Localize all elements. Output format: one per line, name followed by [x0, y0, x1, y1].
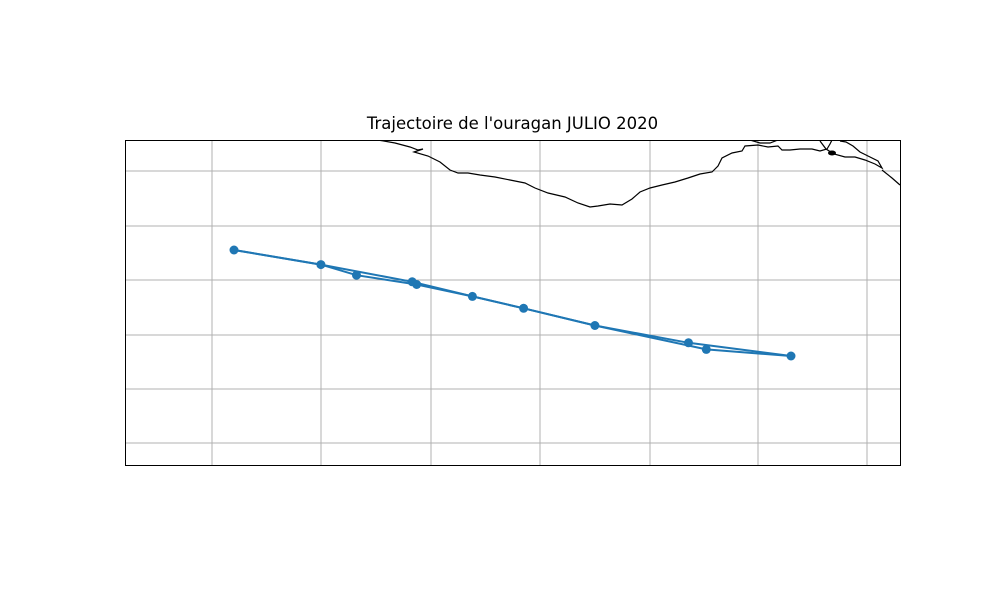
track-point [316, 260, 326, 270]
hurricane-track [229, 245, 796, 361]
track-point [701, 344, 711, 354]
coastline-segment [819, 140, 884, 170]
lagoon-mark [828, 150, 836, 156]
coastline-segment [749, 140, 779, 144]
track-point [352, 270, 361, 280]
track-point [519, 303, 529, 313]
track-point [407, 277, 417, 287]
track-point [590, 321, 600, 330]
track-point [467, 291, 477, 301]
coastline-mexico [377, 140, 833, 208]
coastline [377, 140, 901, 208]
chart-title: Trajectoire de l'ouragan JULIO 2020 [366, 114, 659, 133]
track-point [684, 338, 693, 348]
track-point [786, 351, 796, 361]
track-point [229, 245, 239, 255]
coastline-segment [881, 169, 901, 186]
gridlines [126, 141, 900, 465]
map-frame [125, 140, 901, 466]
